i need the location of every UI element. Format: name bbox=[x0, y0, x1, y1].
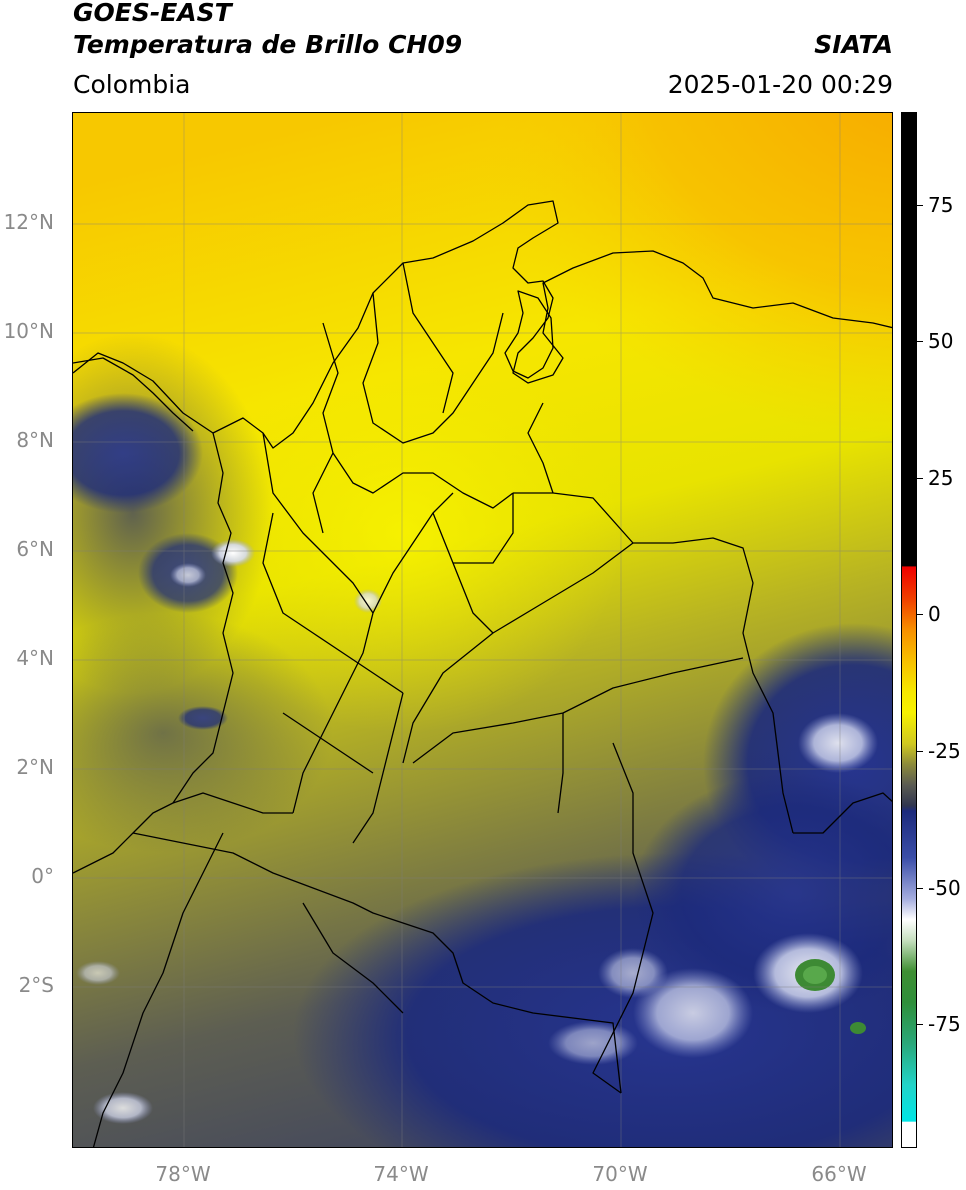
lon-label-66w: 66°W bbox=[811, 1162, 867, 1186]
lat-label-12n: 12°N bbox=[3, 210, 54, 234]
colorbar-gradient bbox=[902, 113, 916, 1147]
lat-label-0: 0° bbox=[31, 864, 54, 888]
colorbar-label-m50: -50 bbox=[928, 876, 961, 900]
timestamp-label: 2025-01-20 00:29 bbox=[667, 70, 893, 99]
colorbar-tick-25 bbox=[917, 478, 923, 479]
lon-label-74w: 74°W bbox=[373, 1162, 429, 1186]
colorbar-label-m75: -75 bbox=[928, 1012, 961, 1036]
satellite-map bbox=[73, 113, 892, 1147]
lat-label-8n: 8°N bbox=[16, 428, 54, 452]
colorbar-label-25: 25 bbox=[928, 466, 954, 490]
map-panel[interactable] bbox=[72, 112, 893, 1148]
lat-label-2n: 2°N bbox=[16, 755, 54, 779]
colorbar-label-50: 50 bbox=[928, 329, 954, 353]
colorbar-tick-75 bbox=[917, 205, 923, 206]
satellite-title: GOES-EAST bbox=[73, 0, 232, 27]
colorbar-label-0: 0 bbox=[928, 602, 941, 626]
colorbar-label-m25: -25 bbox=[928, 739, 961, 763]
lat-label-2s: 2°S bbox=[18, 973, 54, 997]
colorbar-tick-m75 bbox=[917, 1024, 923, 1025]
colorbar-label-75: 75 bbox=[928, 193, 954, 217]
lat-label-10n: 10°N bbox=[3, 319, 54, 343]
colorbar-tick-m25 bbox=[917, 751, 923, 752]
lat-label-4n: 4°N bbox=[16, 646, 54, 670]
lat-label-6n: 6°N bbox=[16, 537, 54, 561]
colorbar-tick-m50 bbox=[917, 888, 923, 889]
colorbar-tick-50 bbox=[917, 341, 923, 342]
colorbar-tick-0 bbox=[917, 614, 923, 615]
product-title: Temperatura de Brillo CH09 bbox=[73, 30, 463, 59]
colorbar bbox=[901, 112, 917, 1148]
lon-label-70w: 70°W bbox=[592, 1162, 648, 1186]
region-label: Colombia bbox=[73, 70, 191, 99]
lon-label-78w: 78°W bbox=[155, 1162, 211, 1186]
source-brand: SIATA bbox=[814, 30, 893, 59]
